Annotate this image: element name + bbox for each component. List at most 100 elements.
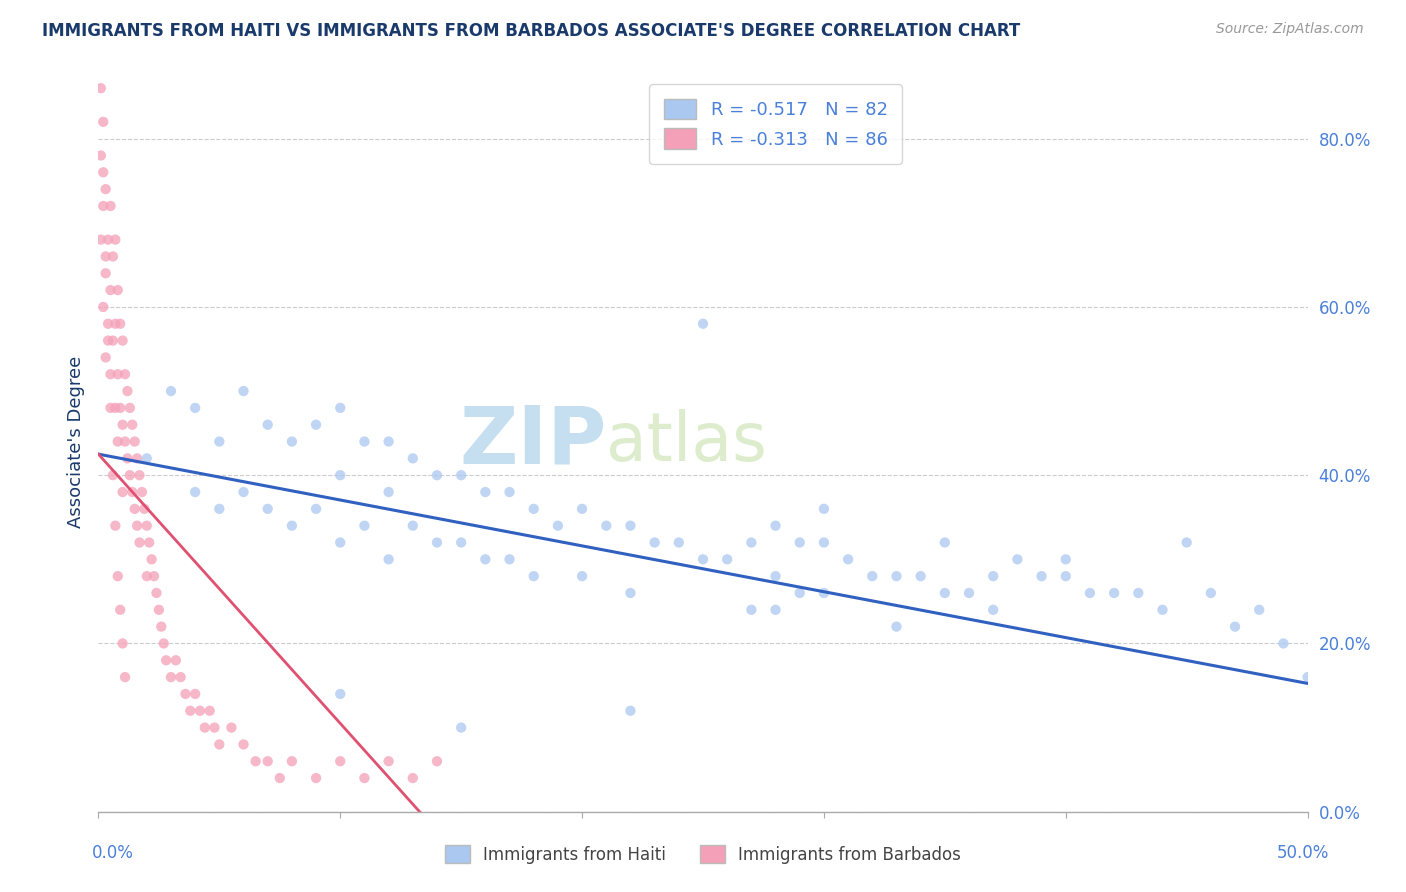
Point (329, 401, 352, 415)
Point (100, 283, 122, 297)
Point (165, 653, 187, 667)
Point (353, 518, 375, 533)
Point (377, 434, 399, 449)
Point (886, 569, 908, 583)
Point (108, 603, 131, 617)
Point (1102, 586, 1125, 600)
Point (174, 687, 197, 701)
Point (644, 535, 666, 549)
Point (860, 569, 883, 583)
Point (281, 434, 304, 449)
Point (957, 586, 980, 600)
Point (208, 501, 231, 516)
Point (152, 636, 174, 650)
Point (232, 384, 254, 398)
Point (256, 417, 278, 432)
Point (94, 182, 117, 196)
Point (813, 535, 835, 549)
Point (107, 283, 129, 297)
Legend: R = -0.517   N = 82, R = -0.313   N = 86: R = -0.517 N = 82, R = -0.313 N = 86 (650, 84, 903, 164)
Point (135, 451, 157, 466)
Point (716, 552, 738, 566)
Point (90, 233, 112, 247)
Point (90, 148, 112, 162)
Point (100, 368, 122, 382)
Point (1175, 535, 1198, 549)
Point (450, 468, 472, 483)
Point (97, 317, 120, 331)
Point (1054, 552, 1077, 566)
Point (184, 401, 207, 415)
Point (523, 501, 546, 516)
Point (94, 351, 117, 365)
Point (813, 586, 835, 600)
Point (740, 603, 762, 617)
Point (1078, 586, 1101, 600)
Point (523, 569, 546, 583)
Point (232, 485, 254, 500)
Point (101, 334, 124, 348)
Point (1272, 636, 1295, 650)
Point (104, 233, 127, 247)
Point (232, 738, 254, 752)
Point (160, 384, 183, 398)
Point (124, 501, 146, 516)
Point (619, 586, 641, 600)
Point (94, 249, 117, 264)
Point (208, 738, 231, 752)
Point (426, 535, 449, 549)
Point (160, 670, 183, 684)
Point (134, 501, 156, 516)
Point (91, 199, 114, 213)
Point (188, 704, 211, 718)
Point (90, 81, 112, 95)
Point (111, 417, 134, 432)
Point (281, 518, 304, 533)
Point (107, 368, 129, 382)
Point (886, 619, 908, 633)
Point (108, 317, 131, 331)
Point (402, 518, 425, 533)
Point (329, 687, 352, 701)
Point (269, 771, 291, 785)
Point (194, 721, 217, 735)
Point (97, 233, 120, 247)
Text: Source: ZipAtlas.com: Source: ZipAtlas.com (1216, 22, 1364, 37)
Point (353, 434, 375, 449)
Point (450, 535, 472, 549)
Point (595, 518, 617, 533)
Point (765, 569, 787, 583)
Point (128, 535, 150, 549)
Point (245, 754, 267, 768)
Point (934, 586, 956, 600)
Point (1249, 603, 1271, 617)
Point (281, 754, 304, 768)
Point (498, 552, 520, 566)
Point (910, 569, 932, 583)
Point (118, 468, 141, 483)
Point (402, 771, 425, 785)
Point (204, 721, 226, 735)
Text: ZIP: ZIP (458, 402, 606, 481)
Point (101, 249, 124, 264)
Point (108, 401, 131, 415)
Point (118, 401, 141, 415)
Point (111, 334, 134, 348)
Point (91, 300, 114, 314)
Point (100, 401, 122, 415)
Point (91, 115, 114, 129)
Point (377, 552, 399, 566)
Point (813, 501, 835, 516)
Point (179, 704, 201, 718)
Point (135, 518, 157, 533)
Y-axis label: Associate's Degree: Associate's Degree (66, 355, 84, 528)
Point (256, 754, 278, 768)
Point (1296, 670, 1319, 684)
Point (117, 451, 139, 466)
Point (128, 468, 150, 483)
Text: atlas: atlas (606, 409, 768, 475)
Point (148, 603, 170, 617)
Point (450, 721, 472, 735)
Point (104, 518, 127, 533)
Point (114, 434, 136, 449)
